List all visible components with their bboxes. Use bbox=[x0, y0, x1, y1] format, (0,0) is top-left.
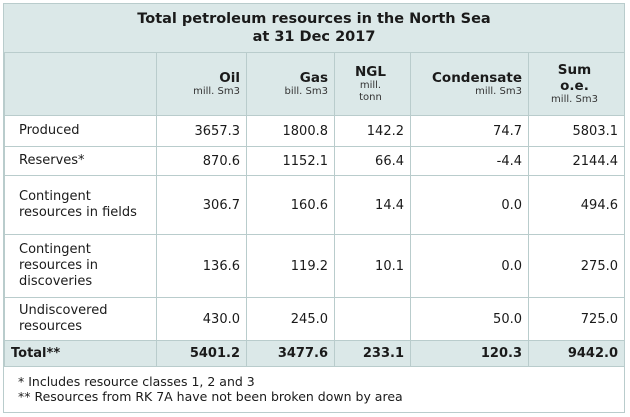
cell-oil: 136.6 bbox=[156, 234, 247, 298]
total-oil: 5401.2 bbox=[156, 340, 247, 367]
cell-gas: 119.2 bbox=[246, 234, 335, 298]
header-sum-oe: Sum o.e. mill. Sm3 bbox=[528, 52, 625, 116]
cell-gas: 1800.8 bbox=[246, 115, 335, 147]
table-row: Contingent resources in fields 306.7 160… bbox=[4, 175, 625, 235]
cell-ngl: 14.4 bbox=[334, 175, 411, 235]
cell-oil: 3657.3 bbox=[156, 115, 247, 147]
cell-sum: 725.0 bbox=[528, 297, 625, 341]
row-label: Reserves* bbox=[4, 146, 157, 176]
cell-condensate: -4.4 bbox=[410, 146, 529, 176]
total-ngl: 233.1 bbox=[334, 340, 411, 367]
row-label: Undiscovered resources bbox=[4, 297, 157, 341]
total-condensate: 120.3 bbox=[410, 340, 529, 367]
total-label: Total** bbox=[4, 340, 157, 367]
row-label: Contingent resources in fields bbox=[4, 175, 157, 235]
cell-sum: 5803.1 bbox=[528, 115, 625, 147]
cell-ngl: 10.1 bbox=[334, 234, 411, 298]
cell-oil: 430.0 bbox=[156, 297, 247, 341]
table-row: Produced 3657.3 1800.8 142.2 74.7 5803.1 bbox=[4, 115, 625, 147]
cell-condensate: 0.0 bbox=[410, 234, 529, 298]
cell-sum: 494.6 bbox=[528, 175, 625, 235]
resources-table-panel: Total petroleum resources in the North S… bbox=[3, 3, 625, 413]
row-label: Produced bbox=[4, 115, 157, 147]
cell-ngl: 66.4 bbox=[334, 146, 411, 176]
header-ngl: NGL mill. tonn bbox=[334, 52, 411, 116]
footnote-2: ** Resources from RK 7A have not been br… bbox=[18, 389, 403, 404]
cell-oil: 306.7 bbox=[156, 175, 247, 235]
cell-sum: 2144.4 bbox=[528, 146, 625, 176]
cell-gas: 1152.1 bbox=[246, 146, 335, 176]
header-blank-cell bbox=[4, 52, 157, 116]
cell-ngl: 142.2 bbox=[334, 115, 411, 147]
cell-gas: 160.6 bbox=[246, 175, 335, 235]
table-row: Reserves* 870.6 1152.1 66.4 -4.4 2144.4 bbox=[4, 146, 625, 176]
table-title-line1: Total petroleum resources in the North S… bbox=[137, 11, 491, 27]
cell-gas: 245.0 bbox=[246, 297, 335, 341]
footnotes: * Includes resource classes 1, 2 and 3 *… bbox=[4, 367, 624, 404]
total-row: Total** 5401.2 3477.6 233.1 120.3 9442.0 bbox=[4, 340, 625, 367]
cell-condensate: 50.0 bbox=[410, 297, 529, 341]
cell-condensate: 0.0 bbox=[410, 175, 529, 235]
header-condensate: Condensate mill. Sm3 bbox=[410, 52, 529, 116]
cell-ngl bbox=[334, 297, 411, 341]
table-title: Total petroleum resources in the North S… bbox=[4, 4, 624, 52]
table-title-line2: at 31 Dec 2017 bbox=[252, 29, 376, 45]
cell-sum: 275.0 bbox=[528, 234, 625, 298]
header-oil: Oil mill. Sm3 bbox=[156, 52, 247, 116]
cell-oil: 870.6 bbox=[156, 146, 247, 176]
cell-condensate: 74.7 bbox=[410, 115, 529, 147]
total-sum: 9442.0 bbox=[528, 340, 625, 367]
total-gas: 3477.6 bbox=[246, 340, 335, 367]
table-row: Contingent resources in discoveries 136.… bbox=[4, 234, 625, 298]
resources-table: Oil mill. Sm3 Gas bill. Sm3 NGL mill. to… bbox=[4, 52, 625, 367]
table-row: Undiscovered resources 430.0 245.0 50.0 … bbox=[4, 297, 625, 341]
row-label: Contingent resources in discoveries bbox=[4, 234, 157, 298]
header-gas: Gas bill. Sm3 bbox=[246, 52, 335, 116]
header-row: Oil mill. Sm3 Gas bill. Sm3 NGL mill. to… bbox=[4, 52, 625, 116]
footnote-1: * Includes resource classes 1, 2 and 3 bbox=[18, 374, 255, 389]
